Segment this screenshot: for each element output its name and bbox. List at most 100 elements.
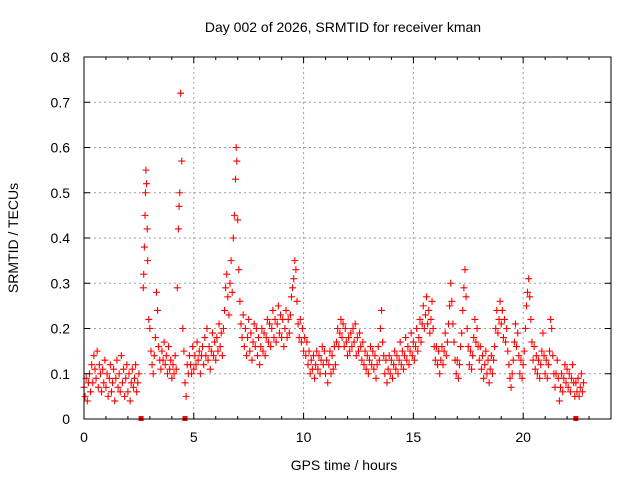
data-point (521, 325, 529, 332)
data-point (181, 379, 189, 387)
data-point (415, 334, 423, 342)
data-point (106, 361, 114, 369)
data-point (423, 293, 431, 301)
data-point (472, 338, 480, 346)
data-point (239, 311, 247, 319)
data-point (89, 379, 97, 387)
data-point (140, 243, 148, 251)
data-point (99, 365, 107, 373)
data-point (543, 374, 551, 382)
data-point (542, 356, 550, 364)
data-point (486, 365, 494, 373)
data-point (339, 320, 347, 328)
data-point (255, 334, 263, 342)
y-tick-label: 0.1 (51, 366, 71, 382)
data-point (304, 361, 312, 369)
data-point (195, 347, 203, 355)
data-point (166, 365, 174, 373)
data-point (114, 383, 122, 391)
data-point (419, 302, 427, 310)
data-point (168, 374, 176, 382)
data-point (578, 388, 586, 396)
data-point (123, 361, 131, 369)
data-point (555, 397, 563, 405)
data-point (384, 365, 392, 373)
data-point (345, 334, 353, 342)
data-point (469, 352, 477, 360)
data-point (350, 338, 358, 346)
data-point (372, 374, 380, 382)
data-point (155, 343, 163, 351)
data-point (577, 370, 585, 378)
data-point (389, 374, 397, 382)
data-point (531, 365, 539, 373)
data-point (267, 343, 275, 351)
data-point (222, 284, 230, 292)
data-point (194, 356, 202, 364)
data-point (405, 361, 413, 369)
data-point (352, 352, 360, 360)
data-point (413, 325, 421, 332)
data-point (565, 370, 573, 378)
data-point (301, 334, 309, 342)
data-point (471, 315, 479, 323)
data-point (429, 325, 437, 332)
data-point (514, 329, 522, 337)
data-point (189, 343, 197, 351)
data-point (223, 270, 231, 278)
data-point (479, 352, 487, 360)
data-point (201, 334, 209, 342)
gridlines (84, 57, 611, 419)
data-point (454, 374, 462, 382)
data-point (288, 293, 296, 301)
data-point (174, 225, 182, 233)
data-point (228, 288, 236, 296)
data-point (103, 370, 111, 378)
data-point (242, 352, 250, 360)
y-tick-label: 0 (62, 411, 70, 427)
data-point (516, 370, 524, 378)
data-point (91, 365, 99, 373)
data-point (525, 275, 533, 283)
data-point (547, 315, 555, 323)
data-point (340, 343, 348, 351)
data-point (193, 338, 201, 346)
data-point (312, 361, 320, 369)
data-point (351, 320, 359, 328)
data-point (505, 361, 513, 369)
data-point (159, 356, 167, 364)
data-point (403, 356, 411, 364)
data-point (81, 392, 89, 400)
data-point (143, 180, 151, 188)
y-tick-label: 0.4 (51, 230, 71, 246)
data-point (145, 315, 153, 323)
data-point (116, 388, 124, 396)
data-point (562, 379, 570, 387)
data-point (510, 338, 518, 346)
data-point (210, 352, 218, 360)
data-point (165, 343, 173, 351)
x-axis-label: GPS time / hours (291, 457, 398, 473)
data-point (442, 352, 450, 360)
x-tick-label: 10 (296, 429, 312, 445)
data-point (190, 365, 198, 373)
data-point (464, 343, 472, 351)
y-axis-label: SRMTID / TECUs (5, 183, 21, 293)
data-point (532, 352, 540, 360)
data-point (506, 374, 514, 382)
data-point (370, 365, 378, 373)
data-point (558, 370, 566, 378)
data-point (139, 284, 147, 292)
data-point (253, 352, 261, 360)
data-point (410, 356, 418, 364)
data-point (473, 325, 481, 332)
data-point (564, 383, 572, 391)
data-point (394, 370, 402, 378)
data-point (160, 338, 168, 346)
data-point (260, 329, 268, 337)
data-point (480, 374, 488, 382)
data-point (131, 374, 139, 382)
data-point (203, 325, 211, 332)
data-point (515, 352, 523, 360)
x-tick-label: 5 (190, 429, 198, 445)
